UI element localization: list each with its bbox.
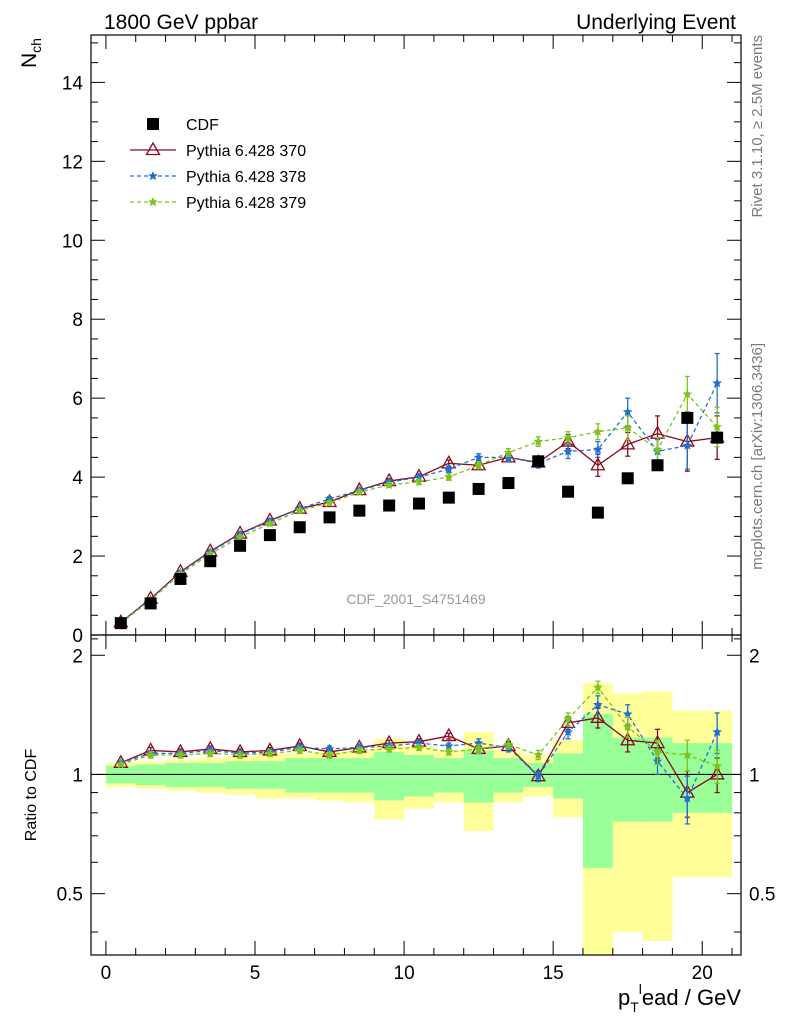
main-point-370 <box>620 436 636 450</box>
main-y-tick-label: 12 <box>62 152 83 173</box>
legend-370-marker <box>145 141 161 156</box>
legend-378-marker <box>148 171 158 181</box>
cdf-data-point <box>651 459 664 472</box>
main-y-tick-label: 6 <box>72 389 83 410</box>
legend-cdf-marker <box>147 118 159 130</box>
main-y-axis-label-sub: ch <box>28 38 44 53</box>
ratio-y-tick-label: 1 <box>72 765 83 786</box>
main-point-379 <box>324 497 335 507</box>
cdf-data-point <box>472 482 485 495</box>
legend-label-379: Pythia 6.428 379 <box>186 195 306 212</box>
main-series-379-line <box>120 393 718 624</box>
main-y-tick-label: 2 <box>72 547 83 568</box>
ratio-plot: 0.5 0.51 12 20 5 10 15 20 Ratio to CDF pTlead /… <box>23 634 775 1015</box>
uncertainty-band-green <box>314 758 345 793</box>
main-y-tick-label: 0 <box>72 626 83 647</box>
cdf-data-point <box>591 506 604 519</box>
main-y-tick-label: 4 <box>72 468 83 489</box>
ratio-plot-frame <box>90 634 742 956</box>
ratio-point-370 <box>441 727 457 742</box>
rivet-version-label: Rivet 3.1.10, ≥ 2.5M events <box>749 35 766 218</box>
cdf-data-point <box>562 485 575 498</box>
ratio-y-tick-label: 0.5 <box>57 885 83 906</box>
ratio-y-tick-label-right: 2 <box>749 646 760 667</box>
uncertainty-band-green <box>553 753 583 799</box>
cdf-data-point <box>442 491 455 504</box>
x-axis-label-sup: l <box>639 981 642 997</box>
cdf-data-point <box>502 477 515 490</box>
uncertainty-band-green <box>404 754 434 797</box>
legend-label-370: Pythia 6.428 370 <box>186 143 306 160</box>
x-tick-label: 20 <box>692 963 713 984</box>
cdf-data-point <box>293 521 306 534</box>
cdf-data-point <box>711 431 724 444</box>
ratio-series-378-line <box>120 703 718 800</box>
main-point-370 <box>321 493 338 508</box>
cdf-data-point <box>174 572 187 585</box>
analysis-id-label: CDF_2001_S4751469 <box>346 591 486 607</box>
ratio-y-tick-label-right: 0.5 <box>749 885 775 906</box>
x-axis-label-rest: ead / GeV <box>642 985 741 1010</box>
legend-label-378: Pythia 6.428 378 <box>186 169 306 186</box>
cdf-data-point <box>353 504 366 517</box>
x-tick-label: 10 <box>394 963 415 984</box>
x-axis-label-sub: T <box>630 999 639 1015</box>
cdf-data-point <box>681 411 694 424</box>
main-y-tick-label: 8 <box>72 310 83 331</box>
ratio-point-370 <box>590 709 606 723</box>
mcplots-label: mcplots.cern.ch [arXiv:1306.3436] <box>749 343 766 570</box>
cdf-data-point <box>204 555 217 568</box>
main-point-370 <box>590 456 606 471</box>
cdf-data-point <box>621 472 634 485</box>
legend: CDF Pythia 6.428 370 Pythia 6.428 378 Pythi… <box>130 117 306 212</box>
main-y-axis-label: Nch <box>18 38 44 68</box>
cdf-data-point <box>323 511 336 524</box>
ratio-point-370 <box>620 731 636 746</box>
main-y-tick-label: 14 <box>62 73 84 94</box>
header-right-title: Underlying Event <box>576 11 736 34</box>
ratio-y-axis-label: Ratio to CDF <box>23 749 40 842</box>
ratio-y-tick-label-right: 1 <box>749 765 760 786</box>
uncertainty-band-green <box>582 714 613 869</box>
cdf-data-point <box>234 539 247 552</box>
cdf-data-point <box>532 455 545 468</box>
uncertainty-band-green <box>374 751 405 801</box>
cdf-data-point <box>412 497 425 510</box>
cdf-data-point <box>114 617 127 630</box>
header-left-title: 1800 GeV ppbar <box>104 11 258 34</box>
cdf-data-point <box>144 597 157 610</box>
uncertainty-band-green <box>493 758 524 793</box>
legend-379-marker <box>148 197 158 207</box>
ratio-y-tick-label: 2 <box>72 646 83 667</box>
cdf-data-point <box>383 499 396 512</box>
x-tick-label: 15 <box>543 963 564 984</box>
cdf-data-point <box>263 529 276 542</box>
main-plot: 0 2 4 6 8 10 12 14 Nch CDF_2001_S4751469 CDF Pyt… <box>18 34 742 647</box>
uncertainty-band-green <box>284 758 315 793</box>
x-tick-label: 0 <box>101 963 112 984</box>
main-y-tick-label: 10 <box>62 231 83 252</box>
uncertainty-band-green <box>344 758 375 793</box>
ratio-series-379-line <box>120 686 718 767</box>
uncertainty-band-green <box>463 750 494 803</box>
uncertainty-band-green <box>433 758 464 793</box>
legend-label-data: CDF <box>186 117 219 134</box>
x-axis-label: pTlead / GeV <box>618 981 741 1015</box>
x-tick-label: 5 <box>250 963 261 984</box>
